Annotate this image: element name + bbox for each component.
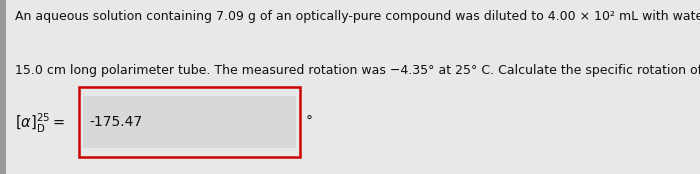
Text: °: ° bbox=[305, 115, 312, 129]
FancyBboxPatch shape bbox=[83, 96, 296, 148]
Text: $[\alpha]^{25}_{\mathrm{D}}=$: $[\alpha]^{25}_{\mathrm{D}}=$ bbox=[15, 112, 66, 135]
FancyBboxPatch shape bbox=[79, 87, 300, 157]
Text: 15.0 cm long polarimeter tube. The measured rotation was −4.35° at 25° C. Calcul: 15.0 cm long polarimeter tube. The measu… bbox=[15, 64, 700, 77]
Text: An aqueous solution containing 7.09 g of an optically-pure compound was diluted : An aqueous solution containing 7.09 g of… bbox=[15, 10, 700, 23]
Bar bbox=[0, 0, 6, 174]
Text: -175.47: -175.47 bbox=[90, 115, 143, 129]
